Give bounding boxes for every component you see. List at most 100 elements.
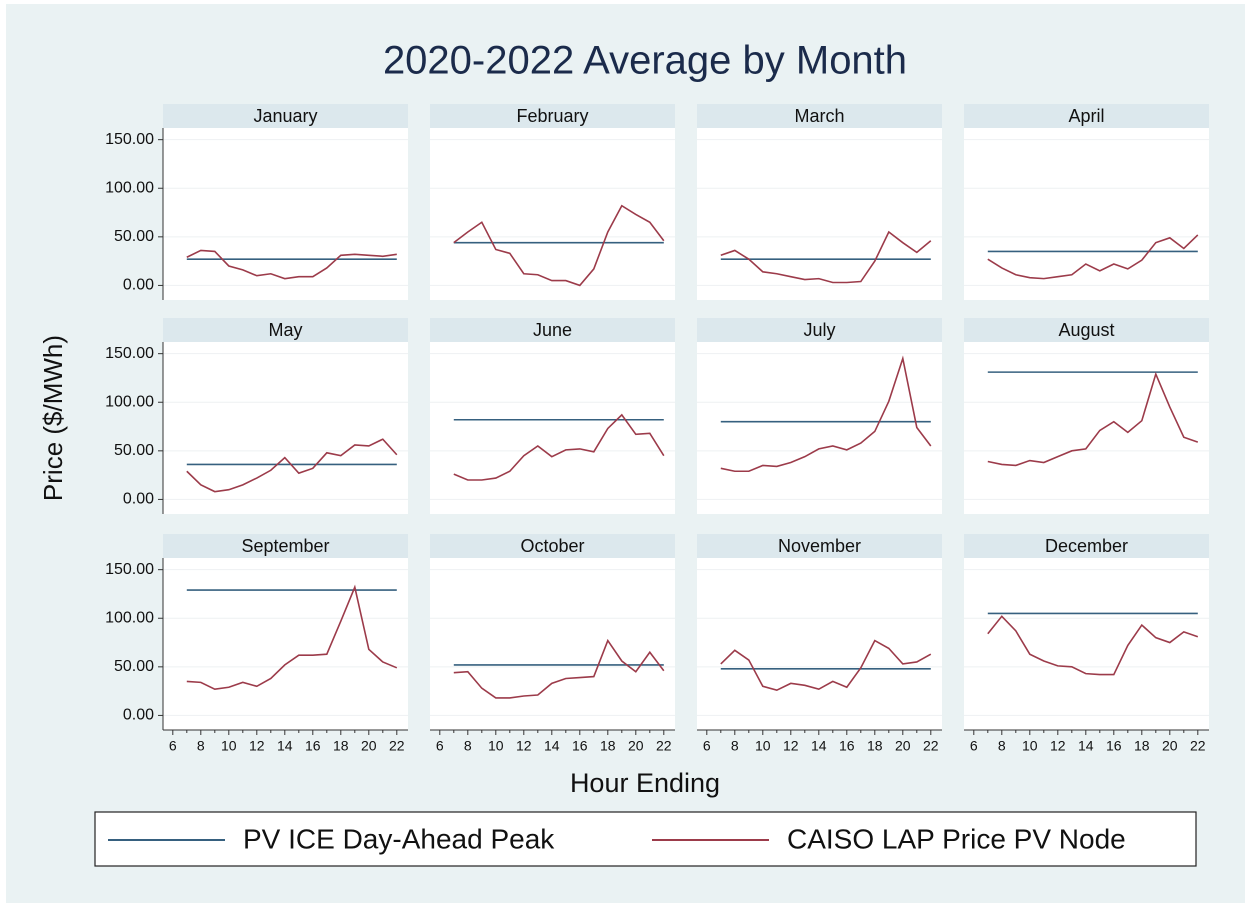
panel-title: June <box>533 320 572 340</box>
y-tick-label: 100.00 <box>105 179 154 196</box>
x-tick-label: 12 <box>1050 738 1066 754</box>
y-tick-label: 100.00 <box>105 609 154 626</box>
x-tick-label: 22 <box>656 738 672 754</box>
panel-header <box>430 104 675 128</box>
panel-header <box>163 318 408 342</box>
x-tick-label: 18 <box>600 738 616 754</box>
series-line <box>186 249 397 280</box>
x-tick-label: 16 <box>839 738 855 754</box>
plot-area <box>964 128 1209 300</box>
plot-area <box>430 558 675 730</box>
x-tick-label: 18 <box>1134 738 1150 754</box>
panel-header <box>964 534 1209 558</box>
legend-box <box>94 811 1197 867</box>
series-line <box>453 413 665 481</box>
panel-header <box>697 104 942 128</box>
series-line <box>987 371 1199 467</box>
series-line <box>987 234 1199 280</box>
x-tick-label: 6 <box>169 738 177 754</box>
y-tick-label: 100.00 <box>105 393 154 410</box>
y-tick-label: 50.00 <box>114 228 154 245</box>
plot-area <box>163 342 408 514</box>
panel-header <box>430 534 675 558</box>
plot-area <box>430 342 675 514</box>
plot-area <box>964 342 1209 514</box>
legend-label: CAISO LAP Price PV Node <box>787 823 1126 854</box>
plot-area <box>163 558 408 730</box>
x-tick-label: 18 <box>867 738 883 754</box>
x-tick-label: 12 <box>783 738 799 754</box>
x-tick-label: 6 <box>970 738 978 754</box>
plot-area <box>697 558 942 730</box>
y-tick-label: 50.00 <box>114 442 154 459</box>
plot-area <box>697 128 942 300</box>
panel-header <box>964 104 1209 128</box>
panel-title: December <box>1045 536 1128 556</box>
panel-title: September <box>241 536 329 556</box>
y-tick-label: 50.00 <box>114 658 154 675</box>
x-tick-label: 14 <box>544 738 560 754</box>
x-tick-label: 18 <box>333 738 349 754</box>
x-tick-label: 20 <box>361 738 377 754</box>
series-line <box>720 230 932 284</box>
x-tick-label: 16 <box>305 738 321 754</box>
y-axis-label: Price ($/MWh) <box>38 335 68 501</box>
plot-area <box>697 342 942 514</box>
panel-title: February <box>516 106 588 126</box>
x-tick-label: 16 <box>572 738 588 754</box>
series-line <box>720 355 932 473</box>
panel-header <box>697 318 942 342</box>
panel-header <box>163 104 408 128</box>
series-line <box>453 638 665 699</box>
y-tick-label: 150.00 <box>105 131 154 148</box>
panel-header <box>964 318 1209 342</box>
panel-title: July <box>803 320 835 340</box>
panel-title: October <box>520 536 584 556</box>
panel-title: March <box>794 106 844 126</box>
x-tick-label: 16 <box>1106 738 1122 754</box>
y-tick-label: 0.00 <box>123 707 154 724</box>
chart-title: 2020-2022 Average by Month <box>383 39 907 83</box>
x-tick-label: 20 <box>628 738 644 754</box>
x-tick-label: 10 <box>755 738 771 754</box>
series-line <box>987 615 1199 676</box>
y-tick-label: 0.00 <box>123 491 154 508</box>
x-axis-label: Hour Ending <box>570 768 720 798</box>
x-tick-label: 8 <box>197 738 205 754</box>
x-tick-label: 10 <box>221 738 237 754</box>
series-line <box>720 639 932 692</box>
panel-header <box>430 318 675 342</box>
panel-title: April <box>1068 106 1104 126</box>
x-tick-label: 10 <box>1022 738 1038 754</box>
series-line <box>186 584 398 691</box>
y-tick-label: 150.00 <box>105 561 154 578</box>
series-line <box>186 438 398 493</box>
x-tick-label: 14 <box>277 738 293 754</box>
legend-label: PV ICE Day-Ahead Peak <box>243 823 555 854</box>
x-tick-label: 8 <box>998 738 1006 754</box>
x-tick-label: 8 <box>731 738 739 754</box>
y-tick-label: 150.00 <box>105 345 154 362</box>
y-tick-label: 0.00 <box>123 277 154 294</box>
x-tick-label: 10 <box>488 738 504 754</box>
panel-title: August <box>1058 320 1114 340</box>
x-tick-label: 22 <box>389 738 405 754</box>
x-tick-label: 14 <box>811 738 827 754</box>
x-tick-label: 12 <box>516 738 532 754</box>
panel-title: January <box>253 106 317 126</box>
x-tick-label: 12 <box>249 738 265 754</box>
x-tick-label: 22 <box>1190 738 1206 754</box>
x-tick-label: 6 <box>436 738 444 754</box>
plot-area <box>430 128 675 300</box>
x-tick-label: 8 <box>464 738 472 754</box>
panel-header <box>697 534 942 558</box>
panel-title: May <box>268 320 302 340</box>
x-tick-label: 14 <box>1078 738 1094 754</box>
x-tick-label: 20 <box>1162 738 1178 754</box>
panel-title: November <box>778 536 861 556</box>
x-tick-label: 20 <box>895 738 911 754</box>
panel-header <box>163 534 408 558</box>
plot-area <box>163 128 408 300</box>
